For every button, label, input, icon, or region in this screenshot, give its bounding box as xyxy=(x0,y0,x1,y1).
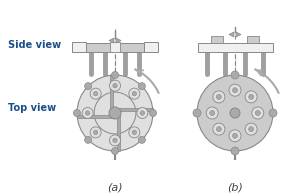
Circle shape xyxy=(132,130,136,135)
Circle shape xyxy=(110,80,121,91)
Circle shape xyxy=(213,91,225,103)
Circle shape xyxy=(206,107,218,119)
Circle shape xyxy=(111,72,118,79)
Circle shape xyxy=(129,88,140,99)
Bar xyxy=(247,35,259,43)
Polygon shape xyxy=(109,38,114,43)
Circle shape xyxy=(197,75,273,151)
Bar xyxy=(197,43,273,51)
Circle shape xyxy=(245,91,257,103)
Bar xyxy=(72,42,86,52)
Circle shape xyxy=(111,147,118,154)
Circle shape xyxy=(269,109,277,117)
Bar xyxy=(86,43,144,51)
Circle shape xyxy=(110,135,121,146)
Circle shape xyxy=(113,83,117,88)
Circle shape xyxy=(248,94,254,99)
Circle shape xyxy=(231,147,239,155)
Text: Top view: Top view xyxy=(8,103,56,113)
Circle shape xyxy=(216,127,221,132)
Circle shape xyxy=(94,92,136,134)
Circle shape xyxy=(216,94,221,99)
Circle shape xyxy=(73,110,80,116)
Circle shape xyxy=(138,136,145,143)
Circle shape xyxy=(85,83,91,90)
Polygon shape xyxy=(229,32,234,37)
Circle shape xyxy=(230,108,240,118)
Circle shape xyxy=(90,127,101,138)
Polygon shape xyxy=(110,75,113,113)
Circle shape xyxy=(231,71,239,79)
Circle shape xyxy=(248,127,254,132)
Circle shape xyxy=(113,138,117,143)
Circle shape xyxy=(193,109,201,117)
Polygon shape xyxy=(236,32,241,37)
Polygon shape xyxy=(77,115,115,118)
Circle shape xyxy=(150,110,156,116)
Circle shape xyxy=(140,111,144,115)
Circle shape xyxy=(233,88,237,93)
Circle shape xyxy=(93,130,98,135)
Circle shape xyxy=(245,123,257,135)
Polygon shape xyxy=(117,113,120,151)
Polygon shape xyxy=(116,38,121,43)
Circle shape xyxy=(229,130,241,142)
Circle shape xyxy=(129,127,140,138)
Circle shape xyxy=(85,111,90,115)
Bar xyxy=(110,42,120,52)
Bar xyxy=(144,42,158,52)
Circle shape xyxy=(255,111,260,115)
Circle shape xyxy=(233,133,237,138)
Circle shape xyxy=(77,75,153,151)
Circle shape xyxy=(213,123,225,135)
Circle shape xyxy=(138,83,145,90)
Circle shape xyxy=(109,107,121,119)
Circle shape xyxy=(229,84,241,96)
Text: (b): (b) xyxy=(227,182,243,192)
Circle shape xyxy=(85,136,91,143)
Circle shape xyxy=(210,111,215,115)
Circle shape xyxy=(93,91,98,96)
Bar xyxy=(211,35,223,43)
Text: Side view: Side view xyxy=(8,40,61,50)
Circle shape xyxy=(132,91,136,96)
Polygon shape xyxy=(115,108,153,111)
Circle shape xyxy=(90,88,101,99)
Circle shape xyxy=(137,107,148,119)
Circle shape xyxy=(82,107,93,119)
Circle shape xyxy=(252,107,264,119)
Text: (a): (a) xyxy=(107,182,123,192)
